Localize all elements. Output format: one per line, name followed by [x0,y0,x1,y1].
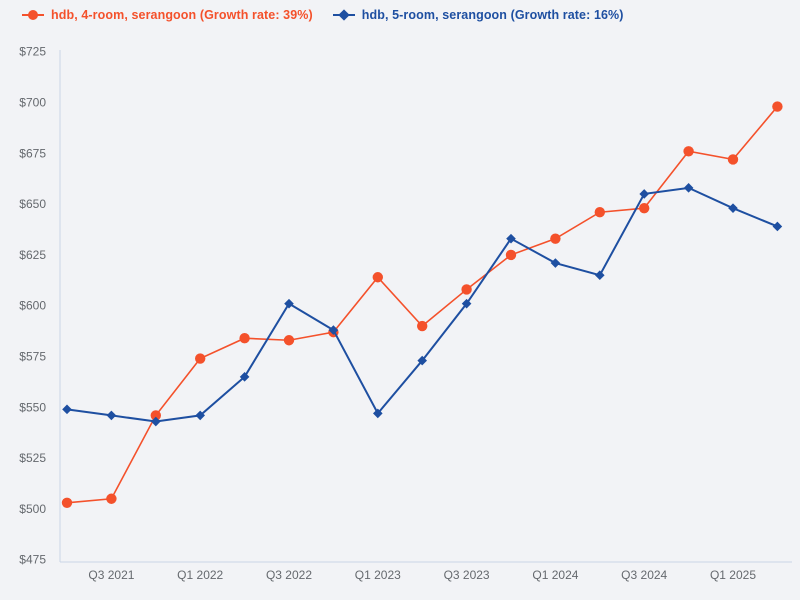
legend: hdb, 4-room, serangoon (Growth rate: 39%… [22,8,624,22]
data-point-marker[interactable] [461,298,472,309]
data-point-marker[interactable] [195,353,206,364]
legend-item-5room-serangoon[interactable]: hdb, 5-room, serangoon (Growth rate: 16%… [332,8,624,22]
data-point-marker[interactable] [328,325,339,335]
series-5-room [62,183,783,427]
x-tick-label: Q3 2022 [266,568,312,582]
data-point-marker[interactable] [62,404,72,415]
data-point-marker[interactable] [239,333,250,344]
x-tick-label: Q1 2023 [355,568,401,582]
y-tick-label: $500 [19,502,46,516]
data-point-marker[interactable] [461,284,472,295]
data-point-marker[interactable] [373,408,383,419]
data-point-marker[interactable] [284,298,294,309]
series-line-4-room [66,106,779,504]
data-point-marker[interactable] [239,372,250,382]
data-point-marker[interactable] [151,416,161,427]
legend-label: hdb, 5-room, serangoon (Growth rate: 16%… [361,8,624,22]
data-point-marker[interactable] [550,233,561,244]
data-point-marker[interactable] [506,233,516,244]
data-point-marker[interactable] [195,410,205,421]
x-tick-label: Q3 2021 [88,568,134,582]
y-tick-label: $725 [19,45,46,59]
circle-line-marker-icon [22,9,44,21]
data-point-marker[interactable] [61,497,73,509]
y-tick-label: $475 [19,553,46,567]
data-point-marker[interactable] [283,335,295,346]
data-point-marker[interactable] [372,272,383,283]
data-point-marker[interactable] [594,207,605,218]
data-point-marker[interactable] [639,189,649,199]
data-point-marker[interactable] [417,320,428,332]
data-point-marker[interactable] [772,221,783,232]
x-tick-label: Q1 2024 [532,568,578,582]
data-point-marker[interactable] [683,183,694,193]
series-4-room [61,101,783,509]
y-tick-label: $525 [19,451,46,465]
data-point-marker[interactable] [683,146,694,157]
data-point-marker[interactable] [595,270,605,281]
data-point-marker[interactable] [150,410,161,421]
y-tick-label: $675 [19,146,46,160]
data-point-marker[interactable] [106,410,117,421]
y-tick-label: $600 [19,299,46,313]
data-point-marker[interactable] [417,355,427,366]
y-tick-label: $575 [19,350,46,364]
data-point-marker[interactable] [728,203,738,213]
diamond-line-marker-icon [332,9,355,21]
series-line-5-room [66,186,778,423]
x-tick-label: Q1 2025 [710,568,756,582]
x-tick-label: Q3 2024 [621,568,667,582]
data-point-marker[interactable] [727,154,739,165]
data-point-marker[interactable] [772,101,783,112]
data-point-marker[interactable] [106,493,117,504]
legend-label: hdb, 4-room, serangoon (Growth rate: 39%… [51,8,313,22]
y-tick-label: $650 [19,197,46,211]
data-point-marker[interactable] [639,202,650,214]
x-tick-label: Q1 2022 [177,568,223,582]
data-point-marker[interactable] [505,249,517,261]
x-tick-label: Q3 2023 [444,568,490,582]
data-point-marker[interactable] [550,258,561,268]
y-tick-label: $700 [19,96,46,110]
y-tick-label: $550 [19,400,46,414]
legend-item-4room-serangoon[interactable]: hdb, 4-room, serangoon (Growth rate: 39%… [22,8,313,22]
y-tick-label: $625 [19,248,46,262]
